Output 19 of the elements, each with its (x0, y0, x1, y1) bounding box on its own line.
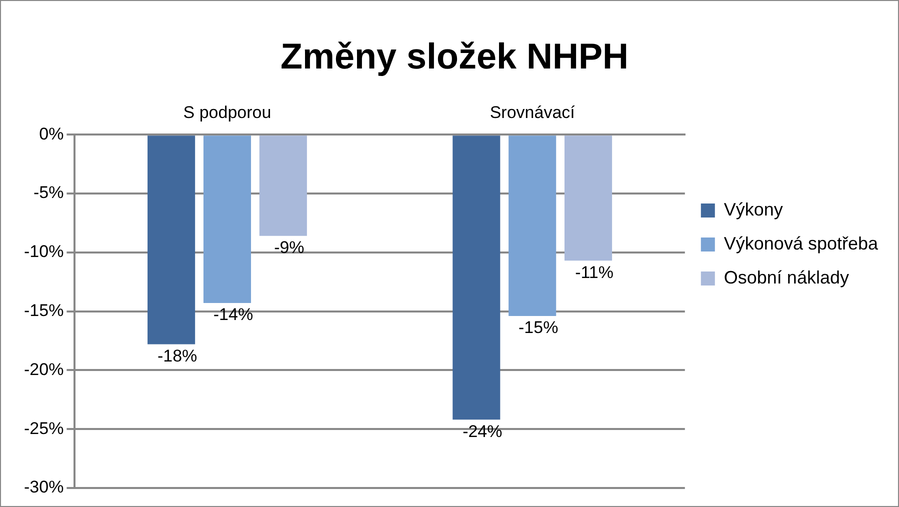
data-label: -24% (462, 422, 502, 441)
data-label: -15% (518, 318, 558, 338)
x-tick-label: Srovnávací (490, 103, 576, 122)
legend-label: Výkony (724, 199, 783, 220)
y-tick-label: -10% (24, 242, 64, 262)
data-label: -18% (157, 346, 198, 366)
y-tick-label: -15% (24, 300, 64, 320)
x-tick-label: S podporou (183, 103, 272, 122)
y-tick-label: 0% (39, 124, 64, 144)
data-label: -14% (213, 305, 254, 324)
y-tick-label: -25% (24, 418, 64, 438)
chart-title: Změny složek NHPH (280, 36, 629, 77)
legend-label: Osobní náklady (724, 267, 849, 288)
legend-label: Výkonová spotřeba (724, 233, 879, 254)
y-tick-label: -20% (24, 360, 64, 379)
data-label: -9% (274, 238, 304, 258)
data-label: -11% (575, 262, 614, 282)
y-tick-label: -30% (24, 478, 64, 497)
y-tick-label: -5% (33, 183, 64, 202)
